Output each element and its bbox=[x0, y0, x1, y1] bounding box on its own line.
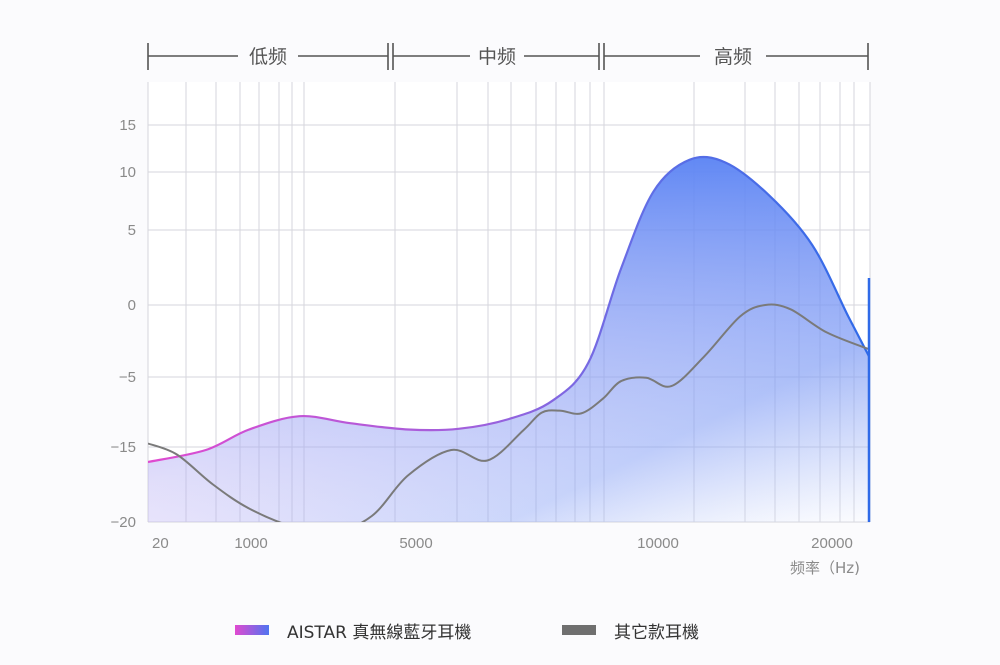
band-label-mid: 中频 bbox=[478, 46, 516, 68]
x-tick-label: 20 bbox=[152, 535, 169, 552]
legend-label-aistar: AISTAR 真無線藍牙耳機 bbox=[287, 622, 472, 643]
legend-swatch-aistar bbox=[235, 625, 269, 635]
band-label-high: 高频 bbox=[714, 46, 752, 68]
x-tick-label: 10000 bbox=[637, 535, 679, 552]
legend-label-other: 其它款耳機 bbox=[614, 622, 699, 643]
y-tick-label: 10 bbox=[119, 164, 136, 181]
legend-swatch-other bbox=[562, 625, 596, 635]
y-tick-label: −15 bbox=[111, 439, 136, 456]
x-tick-label: 1000 bbox=[234, 535, 267, 552]
legend-item-other: 其它款耳機 bbox=[562, 616, 699, 644]
frequency-bands bbox=[147, 43, 869, 70]
y-tick-label: −5 bbox=[119, 369, 136, 386]
x-tick-labels: 20 1000 5000 10000 20000 bbox=[152, 535, 853, 552]
y-tick-label: −20 bbox=[111, 514, 136, 531]
x-tick-label: 5000 bbox=[399, 535, 432, 552]
legend-item-aistar: AISTAR 真無線藍牙耳機 bbox=[235, 616, 471, 644]
band-label-low: 低频 bbox=[249, 46, 287, 68]
series-layer bbox=[148, 155, 870, 522]
x-tick-label: 20000 bbox=[811, 535, 853, 552]
y-tick-label: 15 bbox=[119, 117, 136, 134]
y-tick-label: 5 bbox=[128, 222, 136, 239]
y-tick-label: 0 bbox=[128, 297, 136, 314]
legend: AISTAR 真無線藍牙耳機 其它款耳機 bbox=[0, 616, 1000, 644]
y-tick-labels: 15 10 5 0 −5 −15 −20 bbox=[111, 117, 136, 531]
other-earphones-line bbox=[148, 303, 870, 522]
x-axis-title: 频率（Hz) bbox=[790, 559, 860, 577]
aistar-area-highlight bbox=[148, 156, 870, 522]
aistar-line bbox=[148, 155, 870, 464]
